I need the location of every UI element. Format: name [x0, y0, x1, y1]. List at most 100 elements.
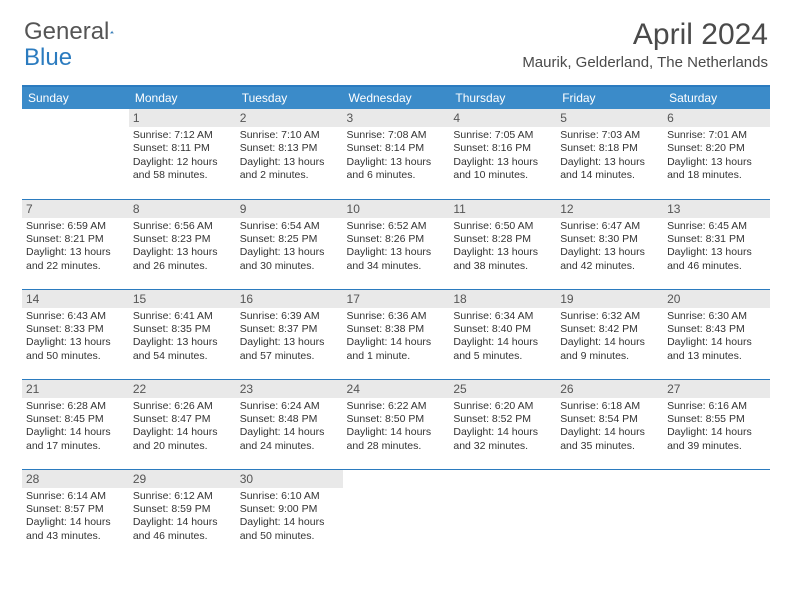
cell-dl1: Daylight: 13 hours [667, 156, 766, 169]
cell-dl2: and 58 minutes. [133, 169, 232, 182]
cell-sunrise: Sunrise: 6:45 AM [667, 220, 766, 233]
cell-dl1: Daylight: 14 hours [453, 426, 552, 439]
cell-sunset: Sunset: 8:48 PM [240, 413, 339, 426]
cell-dl1: Daylight: 13 hours [347, 246, 446, 259]
cell-dl1: Daylight: 14 hours [667, 426, 766, 439]
cell-dl2: and 42 minutes. [560, 260, 659, 273]
cell-sunrise: Sunrise: 6:16 AM [667, 400, 766, 413]
cell-dl2: and 20 minutes. [133, 440, 232, 453]
cell-dl1: Daylight: 14 hours [347, 426, 446, 439]
calendar-cell [449, 469, 556, 559]
day-number: 11 [449, 200, 556, 218]
calendar-cell [343, 469, 450, 559]
calendar-cell: 20Sunrise: 6:30 AMSunset: 8:43 PMDayligh… [663, 289, 770, 379]
day-header: Sunday [22, 86, 129, 109]
cell-sunset: Sunset: 8:31 PM [667, 233, 766, 246]
cell-sunset: Sunset: 8:45 PM [26, 413, 125, 426]
calendar-cell: 8Sunrise: 6:56 AMSunset: 8:23 PMDaylight… [129, 199, 236, 289]
cell-dl1: Daylight: 13 hours [347, 156, 446, 169]
cell-dl1: Daylight: 13 hours [133, 246, 232, 259]
calendar-cell: 27Sunrise: 6:16 AMSunset: 8:55 PMDayligh… [663, 379, 770, 469]
day-number: 2 [236, 109, 343, 127]
cell-dl1: Daylight: 13 hours [453, 156, 552, 169]
calendar-week: 1Sunrise: 7:12 AMSunset: 8:11 PMDaylight… [22, 109, 770, 199]
brand-logo: General [24, 18, 132, 46]
cell-sunrise: Sunrise: 7:10 AM [240, 129, 339, 142]
cell-dl2: and 1 minute. [347, 350, 446, 363]
calendar-week: 21Sunrise: 6:28 AMSunset: 8:45 PMDayligh… [22, 379, 770, 469]
day-number: 5 [556, 109, 663, 127]
calendar-cell: 2Sunrise: 7:10 AMSunset: 8:13 PMDaylight… [236, 109, 343, 199]
cell-sunset: Sunset: 8:18 PM [560, 142, 659, 155]
calendar-cell [22, 109, 129, 199]
calendar-cell: 4Sunrise: 7:05 AMSunset: 8:16 PMDaylight… [449, 109, 556, 199]
cell-dl2: and 35 minutes. [560, 440, 659, 453]
cell-sunset: Sunset: 8:57 PM [26, 503, 125, 516]
day-number: 26 [556, 380, 663, 398]
day-number: 22 [129, 380, 236, 398]
cell-sunrise: Sunrise: 7:12 AM [133, 129, 232, 142]
calendar-cell: 29Sunrise: 6:12 AMSunset: 8:59 PMDayligh… [129, 469, 236, 559]
cell-dl2: and 24 minutes. [240, 440, 339, 453]
cell-dl1: Daylight: 13 hours [240, 246, 339, 259]
day-number: 6 [663, 109, 770, 127]
day-number: 14 [22, 290, 129, 308]
cell-dl2: and 50 minutes. [240, 530, 339, 543]
cell-sunrise: Sunrise: 6:43 AM [26, 310, 125, 323]
calendar-cell: 19Sunrise: 6:32 AMSunset: 8:42 PMDayligh… [556, 289, 663, 379]
title-location: Maurik, Gelderland, The Netherlands [522, 54, 768, 71]
day-number: 12 [556, 200, 663, 218]
cell-sunset: Sunset: 8:33 PM [26, 323, 125, 336]
cell-dl1: Daylight: 13 hours [560, 246, 659, 259]
calendar-cell: 15Sunrise: 6:41 AMSunset: 8:35 PMDayligh… [129, 289, 236, 379]
day-number: 9 [236, 200, 343, 218]
title-block: April 2024 Maurik, Gelderland, The Nethe… [522, 18, 768, 71]
calendar-cell [556, 469, 663, 559]
calendar-cell [663, 469, 770, 559]
cell-dl2: and 50 minutes. [26, 350, 125, 363]
calendar-table: SundayMondayTuesdayWednesdayThursdayFrid… [22, 85, 770, 559]
cell-sunset: Sunset: 8:25 PM [240, 233, 339, 246]
day-number: 15 [129, 290, 236, 308]
cell-sunset: Sunset: 8:55 PM [667, 413, 766, 426]
cell-sunset: Sunset: 8:35 PM [133, 323, 232, 336]
cell-dl1: Daylight: 14 hours [240, 516, 339, 529]
cell-sunset: Sunset: 9:00 PM [240, 503, 339, 516]
cell-dl2: and 57 minutes. [240, 350, 339, 363]
day-number: 23 [236, 380, 343, 398]
cell-sunrise: Sunrise: 6:28 AM [26, 400, 125, 413]
cell-sunrise: Sunrise: 7:05 AM [453, 129, 552, 142]
cell-dl1: Daylight: 14 hours [133, 426, 232, 439]
cell-sunset: Sunset: 8:30 PM [560, 233, 659, 246]
cell-dl1: Daylight: 14 hours [560, 336, 659, 349]
cell-sunset: Sunset: 8:42 PM [560, 323, 659, 336]
cell-sunrise: Sunrise: 6:32 AM [560, 310, 659, 323]
calendar-head: SundayMondayTuesdayWednesdayThursdayFrid… [22, 86, 770, 109]
cell-dl2: and 43 minutes. [26, 530, 125, 543]
cell-sunset: Sunset: 8:43 PM [667, 323, 766, 336]
calendar-cell: 3Sunrise: 7:08 AMSunset: 8:14 PMDaylight… [343, 109, 450, 199]
cell-sunrise: Sunrise: 6:39 AM [240, 310, 339, 323]
cell-sunset: Sunset: 8:20 PM [667, 142, 766, 155]
cell-sunset: Sunset: 8:21 PM [26, 233, 125, 246]
cell-dl2: and 28 minutes. [347, 440, 446, 453]
cell-dl2: and 30 minutes. [240, 260, 339, 273]
cell-dl2: and 17 minutes. [26, 440, 125, 453]
calendar-cell: 23Sunrise: 6:24 AMSunset: 8:48 PMDayligh… [236, 379, 343, 469]
calendar-cell: 13Sunrise: 6:45 AMSunset: 8:31 PMDayligh… [663, 199, 770, 289]
cell-sunrise: Sunrise: 6:20 AM [453, 400, 552, 413]
cell-sunrise: Sunrise: 6:52 AM [347, 220, 446, 233]
cell-sunrise: Sunrise: 7:01 AM [667, 129, 766, 142]
day-number: 24 [343, 380, 450, 398]
day-number: 16 [236, 290, 343, 308]
cell-dl1: Daylight: 14 hours [133, 516, 232, 529]
day-header: Monday [129, 86, 236, 109]
cell-sunrise: Sunrise: 6:34 AM [453, 310, 552, 323]
cell-sunset: Sunset: 8:14 PM [347, 142, 446, 155]
cell-sunrise: Sunrise: 6:10 AM [240, 490, 339, 503]
day-header: Tuesday [236, 86, 343, 109]
cell-sunrise: Sunrise: 6:30 AM [667, 310, 766, 323]
cell-sunset: Sunset: 8:23 PM [133, 233, 232, 246]
cell-dl1: Daylight: 14 hours [667, 336, 766, 349]
day-number: 13 [663, 200, 770, 218]
